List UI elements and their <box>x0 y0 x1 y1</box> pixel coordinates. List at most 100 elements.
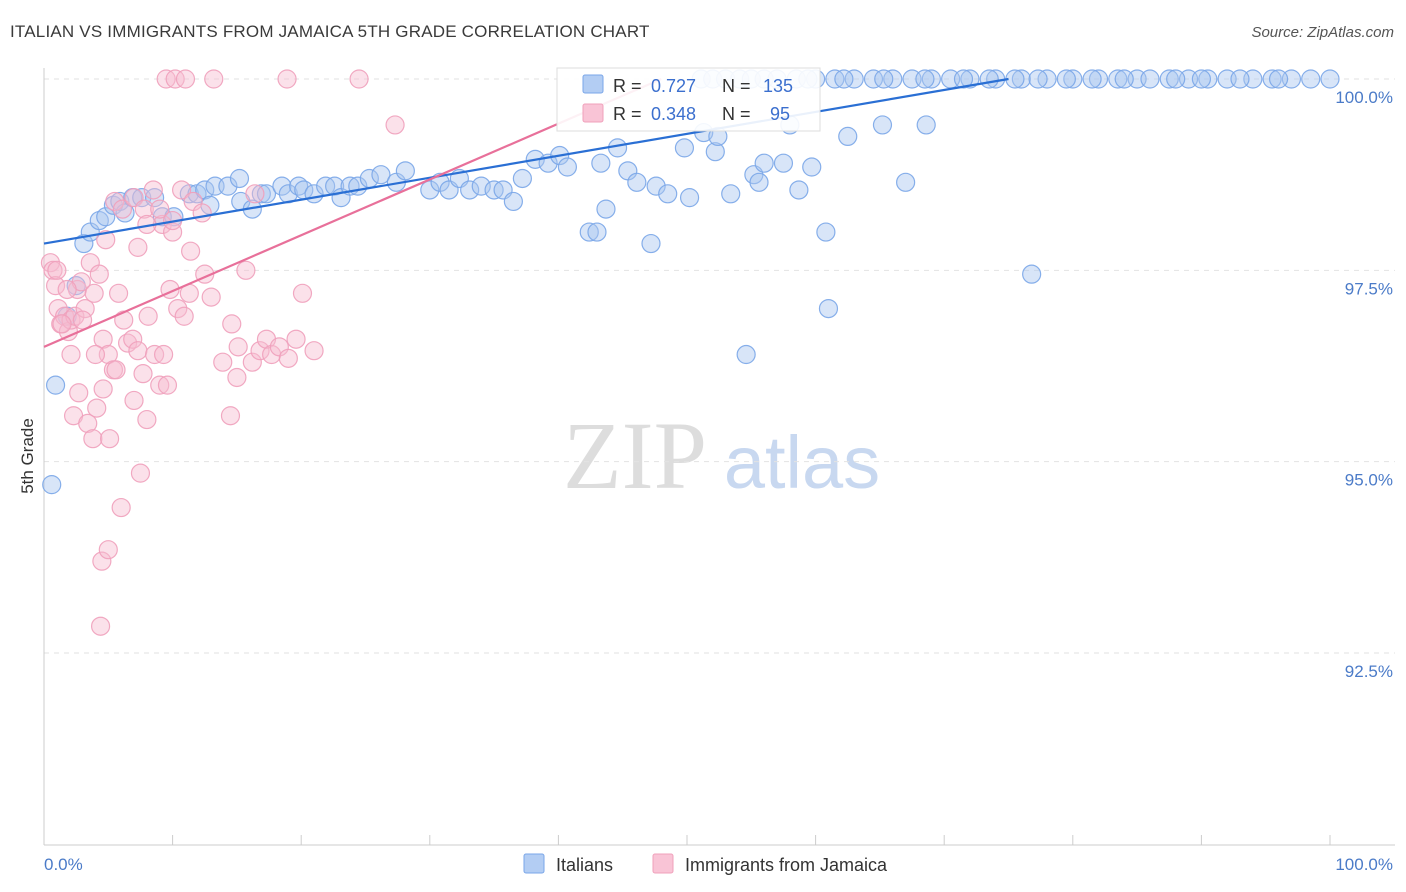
point-jamaica <box>181 241 201 261</box>
point-jamaica <box>236 260 256 280</box>
point-italians <box>1262 69 1282 89</box>
point-italians <box>371 165 391 185</box>
point-italians <box>1028 69 1048 89</box>
point-jamaica <box>250 341 270 361</box>
point-jamaica <box>123 329 143 349</box>
point-jamaica <box>40 253 61 273</box>
point-italians <box>512 168 532 189</box>
point-jamaica <box>165 69 185 89</box>
point-italians <box>679 188 700 208</box>
zipatlas-watermark: ZIP atlas <box>563 402 880 509</box>
stats-n-key-jamaica: N = <box>722 104 751 124</box>
point-italians <box>1022 264 1042 284</box>
point-italians <box>325 176 345 196</box>
point-italians <box>1191 69 1212 89</box>
point-jamaica <box>227 367 247 388</box>
point-jamaica <box>117 333 138 353</box>
trend-lines <box>43 77 1009 348</box>
point-italians <box>1108 69 1128 89</box>
point-italians <box>251 184 271 204</box>
point-italians <box>1159 69 1179 89</box>
point-italians <box>816 222 836 242</box>
chart-title: ITALIAN VS IMMIGRANTS FROM JAMAICA 5TH G… <box>10 22 650 41</box>
point-jamaica <box>93 329 113 349</box>
point-jamaica <box>128 237 148 257</box>
point-jamaica <box>292 283 313 303</box>
point-italians <box>45 375 66 395</box>
point-italians <box>754 153 774 173</box>
point-jamaica <box>92 551 112 571</box>
point-italians <box>289 176 309 196</box>
point-jamaica <box>204 69 224 89</box>
point-jamaica <box>349 69 369 89</box>
point-jamaica <box>133 364 153 384</box>
point-jamaica <box>69 383 89 403</box>
point-italians <box>749 172 769 192</box>
point-italians <box>420 180 440 200</box>
point-italians <box>395 161 415 181</box>
point-jamaica <box>192 203 212 223</box>
point-jamaica <box>106 360 126 380</box>
point-jamaica <box>385 115 405 135</box>
point-jamaica <box>128 341 148 361</box>
x-ticks <box>43 835 1331 845</box>
point-jamaica <box>213 352 233 372</box>
point-jamaica <box>130 463 151 483</box>
point-italians <box>110 191 130 212</box>
point-jamaica <box>96 230 116 250</box>
point-italians <box>596 199 616 219</box>
point-italians <box>916 115 936 135</box>
point-jamaica <box>57 279 77 300</box>
point-jamaica <box>278 348 298 368</box>
point-jamaica <box>242 352 262 372</box>
point-italians <box>1063 69 1083 89</box>
point-jamaica <box>85 344 106 365</box>
point-italians <box>1198 69 1218 89</box>
point-italians <box>1011 69 1031 89</box>
point-jamaica <box>52 314 72 334</box>
point-jamaica <box>75 299 95 319</box>
y-tick-label: 92.5% <box>1345 662 1393 681</box>
point-italians <box>587 222 607 242</box>
point-jamaica <box>98 540 118 560</box>
point-jamaica <box>47 260 67 280</box>
point-italians <box>579 222 599 242</box>
point-jamaica <box>304 341 324 361</box>
point-italians <box>195 180 215 200</box>
y-axis-label: 5th Grade <box>18 418 37 494</box>
point-italians <box>1056 69 1076 89</box>
point-italians <box>503 191 523 212</box>
point-jamaica <box>105 191 125 212</box>
point-jamaica <box>93 379 113 399</box>
point-italians <box>736 344 756 365</box>
point-italians <box>915 69 935 89</box>
point-jamaica <box>220 406 241 426</box>
point-jamaica <box>286 329 306 349</box>
point-jamaica <box>201 287 221 307</box>
legend-label-jamaica: Immigrants from Jamaica <box>685 855 888 875</box>
stats-r-key-italians: R = <box>613 76 642 96</box>
series-jamaica <box>40 69 405 636</box>
point-jamaica <box>89 264 109 284</box>
point-italians <box>96 207 116 227</box>
point-italians <box>627 172 647 192</box>
point-jamaica <box>111 497 131 518</box>
point-jamaica <box>48 299 68 319</box>
stats-n-italians: 135 <box>763 76 793 96</box>
point-jamaica <box>108 283 129 303</box>
x-tick-label-max: 100.0% <box>1335 855 1393 874</box>
stats-legend-box: R = 0.727 N = 135 R = 0.348 N = 95 <box>556 67 821 132</box>
point-italians <box>218 176 238 196</box>
stats-n-jamaica: 95 <box>770 104 790 124</box>
point-italians <box>272 176 292 196</box>
point-italians <box>838 126 858 146</box>
point-italians <box>789 180 809 200</box>
point-jamaica <box>174 306 194 326</box>
point-italians <box>1268 69 1289 89</box>
point-italians <box>229 168 250 189</box>
point-italians <box>658 184 678 204</box>
point-italians <box>646 176 666 196</box>
point-italians <box>1082 69 1102 89</box>
point-jamaica <box>114 310 134 330</box>
